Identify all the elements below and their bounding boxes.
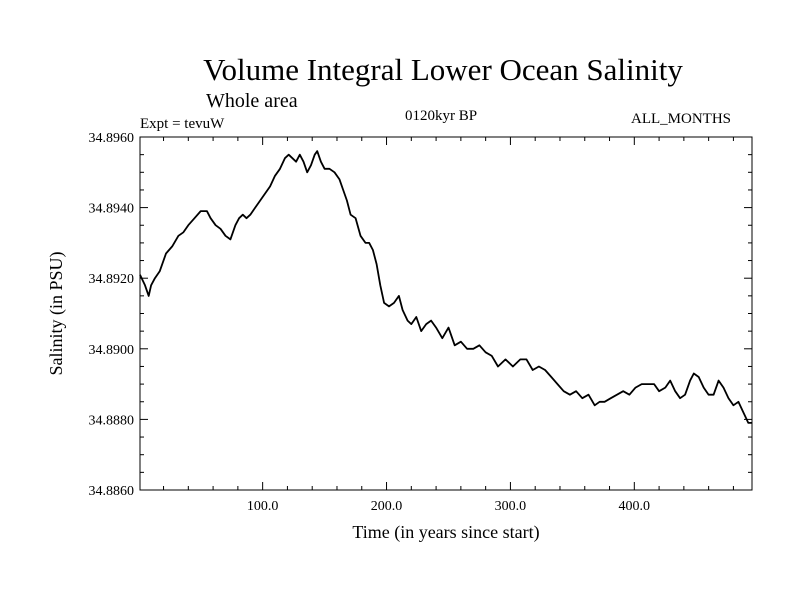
y-tick-label: 34.8860 [89,484,135,499]
y-tick-label: 34.8940 [89,202,135,217]
chart-subtitle: Whole area [206,90,298,112]
chart-title: Volume Integral Lower Ocean Salinity [203,52,683,87]
y-tick-label: 34.8960 [89,131,135,146]
period-label: 0120kyr BP [405,108,478,124]
experiment-label: Expt = tevuW [140,116,225,132]
salinity-series-line [139,150,752,424]
y-axis-title: Salinity (in PSU) [46,251,67,375]
x-tick-label: 200.0 [371,499,403,514]
x-tick-label: 400.0 [619,499,651,514]
months-label: ALL_MONTHS [631,111,731,127]
x-axis-title: Time (in years since start) [352,522,539,543]
y-tick-label: 34.8920 [89,272,135,287]
y-tick-label: 34.8900 [89,343,135,358]
x-tick-label: 100.0 [247,499,279,514]
y-tick-label: 34.8880 [89,413,135,428]
x-tick-label: 300.0 [495,499,527,514]
plot-frame [139,136,753,491]
